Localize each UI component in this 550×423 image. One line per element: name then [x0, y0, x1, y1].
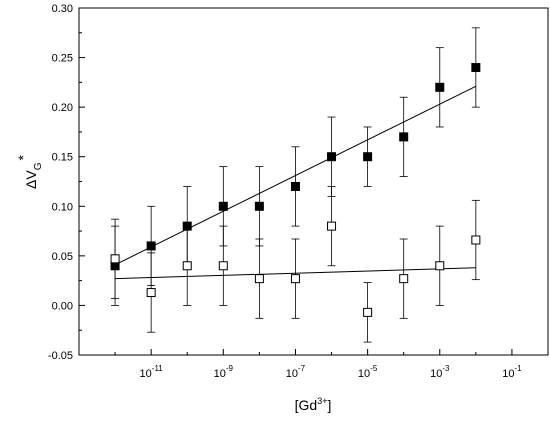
y-tick-label: 0.20: [52, 102, 73, 114]
y-axis-label: ΔVG*: [15, 154, 44, 188]
x-tick-label: 10-9: [214, 364, 234, 380]
open-square-marker: [218, 261, 228, 271]
y-tick-label: 0.05: [52, 251, 73, 263]
open-square-marker: [399, 274, 409, 284]
plot-frame: [78, 7, 549, 356]
axes: -0.05 0.00 0.05 0.10 0.15 0.20 0.25 0.30 10-11 10…: [48, 3, 549, 380]
x-tick-label: 10-7: [286, 364, 306, 380]
filled-square-marker: [218, 201, 228, 211]
y-tick-label: 0.15: [52, 152, 73, 164]
filled-square-marker: [399, 132, 409, 142]
filled-square-marker: [471, 62, 481, 72]
open-square-marker: [110, 254, 120, 264]
filled-square-marker: [254, 201, 264, 211]
y-tick-label: 0.00: [52, 300, 73, 312]
filled-square-marker: [146, 241, 156, 251]
open-square-marker: [327, 221, 337, 231]
x-tick-label: 10-3: [430, 364, 450, 380]
filled-square-marker: [363, 152, 373, 162]
x-tick-label: 10-1: [502, 364, 522, 380]
y-tick-label: 0.10: [52, 201, 73, 213]
x-axis-label: [Gd3+]: [295, 396, 332, 413]
y-tick-label: 0.30: [52, 3, 73, 15]
filled-square-marker: [435, 82, 445, 92]
open-square-marker: [363, 307, 373, 317]
open-square-marker: [182, 261, 192, 271]
y-tick-label: -0.05: [48, 350, 73, 362]
x-tick-label: 10-11: [140, 364, 164, 380]
open-square-marker: [254, 274, 264, 284]
series-2: [110, 186, 481, 343]
filled-square-marker: [290, 181, 300, 191]
plot-area: [110, 27, 481, 343]
x-tick-label: 10-5: [358, 364, 378, 380]
y-tick-label: 0.25: [52, 53, 73, 65]
open-square-marker: [435, 261, 445, 271]
open-square-marker: [471, 235, 481, 245]
open-square-marker: [146, 288, 156, 298]
open-square-marker: [290, 274, 300, 284]
filled-square-marker: [327, 152, 337, 162]
